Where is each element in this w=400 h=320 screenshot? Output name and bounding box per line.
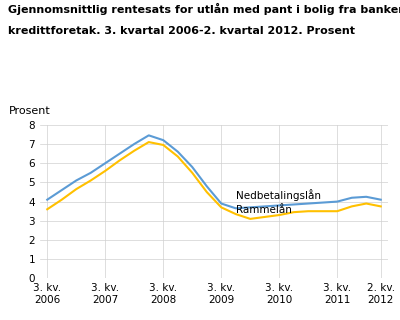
Text: kredittforetak. 3. kvartal 2006-2. kvartal 2012. Prosent: kredittforetak. 3. kvartal 2006-2. kvart… bbox=[8, 26, 355, 36]
Text: Nedbetalingslån: Nedbetalingslån bbox=[236, 189, 321, 201]
Text: Gjennomsnittlig rentesats for utlån med pant i bolig fra banker og: Gjennomsnittlig rentesats for utlån med … bbox=[8, 3, 400, 15]
Text: Prosent: Prosent bbox=[9, 106, 50, 116]
Text: Rammelån: Rammelån bbox=[236, 205, 292, 215]
